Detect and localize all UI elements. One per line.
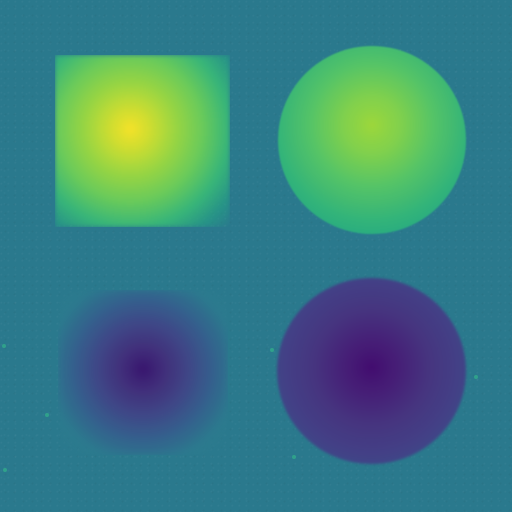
top-left-square [55,55,230,227]
speck [270,348,274,352]
speck [292,455,296,459]
speck [2,344,6,348]
top-right-circle [278,46,466,234]
bottom-right-circle [277,278,466,464]
speck [474,375,478,379]
speck [45,413,49,417]
speck [3,468,7,472]
bottom-left-square [58,290,228,455]
